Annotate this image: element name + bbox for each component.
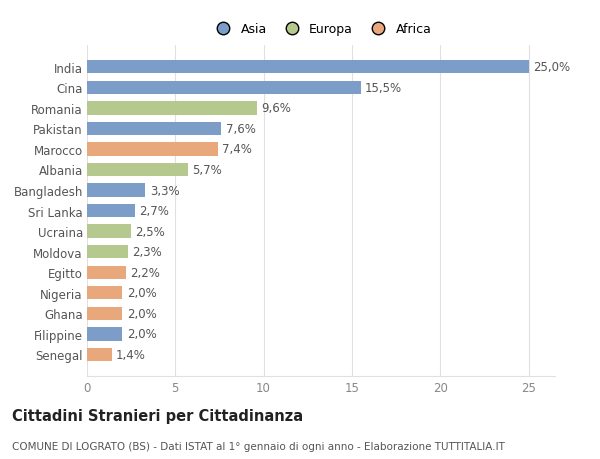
- Bar: [87, 328, 122, 341]
- Text: COMUNE DI LOGRATO (BS) - Dati ISTAT al 1° gennaio di ogni anno - Elaborazione TU: COMUNE DI LOGRATO (BS) - Dati ISTAT al 1…: [12, 441, 505, 451]
- Bar: [87, 246, 128, 259]
- Text: 2,0%: 2,0%: [127, 287, 157, 300]
- Bar: [87, 184, 145, 197]
- Text: 9,6%: 9,6%: [261, 102, 291, 115]
- Bar: [87, 204, 134, 218]
- Text: 2,3%: 2,3%: [132, 246, 162, 258]
- Text: 7,4%: 7,4%: [222, 143, 252, 156]
- Bar: [87, 61, 529, 74]
- Bar: [87, 143, 218, 156]
- Text: 15,5%: 15,5%: [365, 82, 402, 95]
- Text: 2,7%: 2,7%: [139, 205, 169, 218]
- Text: 25,0%: 25,0%: [533, 61, 570, 74]
- Text: 3,3%: 3,3%: [149, 184, 179, 197]
- Text: 2,2%: 2,2%: [130, 266, 160, 279]
- Text: 7,6%: 7,6%: [226, 123, 256, 135]
- Bar: [87, 225, 131, 238]
- Bar: [87, 81, 361, 95]
- Bar: [87, 102, 257, 115]
- Bar: [87, 286, 122, 300]
- Text: 2,5%: 2,5%: [136, 225, 166, 238]
- Bar: [87, 348, 112, 361]
- Bar: [87, 163, 188, 177]
- Text: 2,0%: 2,0%: [127, 328, 157, 341]
- Text: 2,0%: 2,0%: [127, 307, 157, 320]
- Bar: [87, 307, 122, 320]
- Bar: [87, 266, 126, 280]
- Text: 1,4%: 1,4%: [116, 348, 146, 361]
- Bar: [87, 123, 221, 136]
- Text: Cittadini Stranieri per Cittadinanza: Cittadini Stranieri per Cittadinanza: [12, 409, 303, 424]
- Text: 5,7%: 5,7%: [192, 164, 222, 177]
- Legend: Asia, Europa, Africa: Asia, Europa, Africa: [207, 19, 435, 39]
